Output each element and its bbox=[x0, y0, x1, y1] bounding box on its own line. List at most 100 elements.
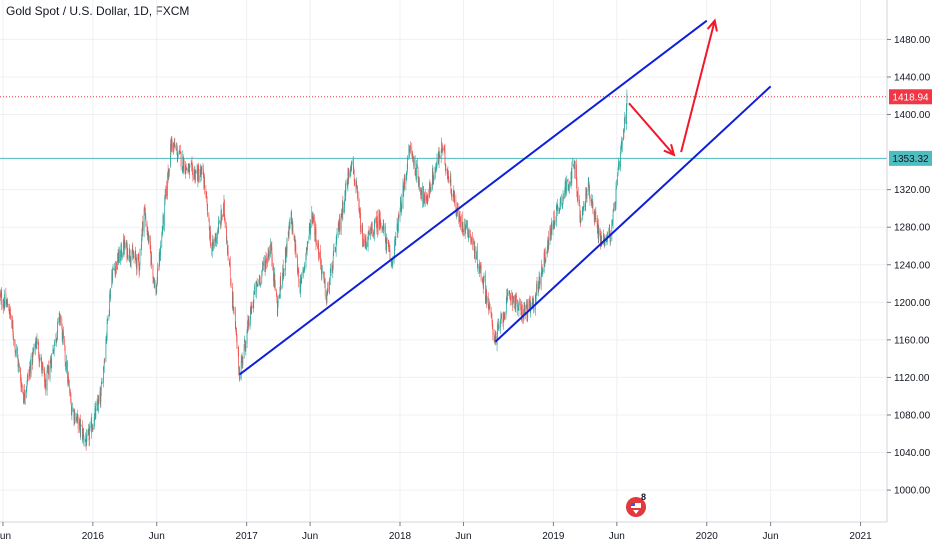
candle-body bbox=[261, 270, 263, 284]
candle-body bbox=[166, 186, 167, 196]
candle-body bbox=[358, 205, 360, 211]
candle-body bbox=[362, 227, 363, 247]
candle-body bbox=[292, 224, 294, 235]
candle-body bbox=[68, 376, 69, 382]
candle-body bbox=[123, 239, 124, 255]
candle-body bbox=[124, 245, 126, 247]
candle-body bbox=[618, 160, 620, 167]
candle-body bbox=[421, 186, 423, 202]
candle-body bbox=[268, 251, 270, 256]
candle-body bbox=[177, 154, 179, 158]
candle-body bbox=[406, 170, 408, 175]
flag-icon[interactable]: 8 bbox=[626, 492, 646, 517]
candle-body bbox=[237, 347, 239, 353]
candle-body bbox=[104, 361, 105, 363]
candle-body bbox=[371, 225, 373, 227]
candle-body bbox=[335, 241, 337, 252]
candle-body bbox=[29, 369, 30, 378]
candle-body bbox=[15, 351, 17, 352]
trendlines[interactable] bbox=[238, 19, 772, 376]
candle-body bbox=[544, 250, 545, 261]
candle-body bbox=[174, 143, 176, 149]
candle-body bbox=[447, 172, 449, 180]
candle-body bbox=[592, 200, 593, 207]
candle-body bbox=[238, 368, 240, 371]
candle-body bbox=[241, 355, 243, 363]
candle-body bbox=[129, 257, 131, 261]
last-price-badge: 1418.94 bbox=[889, 89, 932, 105]
candle-body bbox=[426, 195, 427, 201]
candle-body bbox=[382, 228, 384, 229]
candle-body bbox=[247, 321, 249, 328]
candle-body bbox=[191, 163, 192, 165]
candle-body bbox=[271, 259, 273, 266]
candle-body bbox=[236, 336, 238, 349]
candle-body bbox=[361, 230, 363, 232]
candle-body bbox=[192, 164, 193, 169]
candle-body bbox=[62, 331, 63, 340]
candle-body bbox=[91, 419, 92, 433]
time-axis[interactable]: Jun 2016 Jun 2017 Jun 2018 Jun 2019 Jun 2020 Jun 20… bbox=[0, 521, 887, 542]
candle-body bbox=[156, 282, 158, 285]
candle-body bbox=[180, 151, 182, 154]
candle-body bbox=[71, 408, 73, 412]
candle-body bbox=[11, 316, 13, 326]
candle-body bbox=[286, 238, 288, 253]
candle-body bbox=[230, 283, 232, 288]
candle-body bbox=[201, 169, 203, 171]
candle-body bbox=[454, 195, 455, 202]
candle-body bbox=[361, 228, 363, 233]
candle-body bbox=[585, 192, 587, 206]
candle-body bbox=[506, 294, 508, 297]
candle-body bbox=[477, 266, 479, 269]
candle-body bbox=[349, 171, 351, 177]
candle-body bbox=[195, 171, 197, 174]
candle-body bbox=[559, 208, 561, 209]
price-axis[interactable]: 1480.00 1440.00 1400.00 1320.00 1280.00 1240.… bbox=[886, 0, 932, 550]
candle-body bbox=[479, 265, 480, 272]
candle-body bbox=[177, 156, 179, 158]
candle-body bbox=[315, 228, 317, 244]
candle-body bbox=[88, 428, 90, 431]
candle-body bbox=[444, 149, 446, 165]
candle-body bbox=[74, 412, 75, 419]
candle-body bbox=[150, 251, 152, 264]
candle-body bbox=[597, 225, 599, 240]
candle-body bbox=[185, 163, 187, 169]
candle-body bbox=[111, 274, 113, 288]
candle-body bbox=[535, 294, 537, 302]
candle-body bbox=[112, 271, 113, 280]
candle-body bbox=[442, 147, 444, 150]
x-tick-label: Jun bbox=[609, 531, 625, 542]
candle-body bbox=[495, 333, 496, 340]
candle-body bbox=[365, 236, 366, 247]
candle-body bbox=[370, 226, 371, 235]
candle-body bbox=[373, 235, 375, 237]
candle-body bbox=[240, 361, 242, 379]
candle-body bbox=[516, 296, 517, 299]
candle-body bbox=[282, 264, 284, 273]
candle-body bbox=[532, 298, 534, 304]
candle-body bbox=[421, 190, 423, 201]
projection-arrows[interactable] bbox=[628, 18, 718, 157]
candle-body bbox=[521, 306, 523, 319]
candle-body bbox=[6, 301, 8, 305]
candle-body bbox=[18, 362, 19, 368]
candle-body bbox=[493, 333, 495, 337]
candle-body bbox=[445, 163, 446, 167]
candle-body bbox=[354, 179, 355, 184]
candle-body bbox=[576, 182, 578, 197]
candle-body bbox=[529, 302, 531, 312]
candle-body bbox=[618, 160, 620, 163]
candle-body bbox=[287, 231, 289, 237]
candle-body bbox=[123, 240, 125, 252]
candle-body bbox=[205, 193, 207, 197]
candle-body bbox=[57, 321, 58, 334]
candle-body bbox=[12, 326, 14, 337]
candle-body bbox=[603, 235, 604, 242]
candle-body bbox=[95, 407, 97, 419]
candle-body bbox=[285, 247, 287, 259]
candle-body bbox=[505, 298, 507, 312]
candle-body bbox=[558, 207, 560, 212]
